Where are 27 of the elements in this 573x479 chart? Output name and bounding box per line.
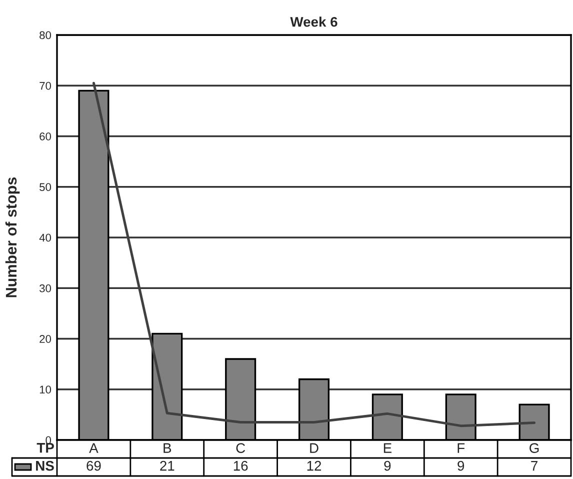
y-tick-label: 70 [40, 82, 52, 90]
x-tick-label: D [310, 443, 318, 453]
x-tick-label: A [89, 443, 98, 453]
data-label: 16 [234, 460, 248, 471]
y-tick-label: 10 [40, 386, 52, 394]
y-tick-label: 20 [40, 335, 52, 343]
y-tick-label: 80 [40, 31, 52, 40]
y-tick-label: 60 [40, 132, 52, 140]
data-label: 21 [160, 460, 174, 471]
chart-title: Week 6 [290, 16, 338, 27]
y-axis-title: Number of stops [5, 177, 20, 298]
x-tick-label: C [236, 443, 246, 453]
x-tick-label: F [458, 443, 465, 453]
data-label: 7 [531, 461, 538, 471]
line-series [92, 82, 536, 428]
x-tick-label: E [384, 443, 392, 453]
y-tick-label: 30 [40, 284, 52, 292]
y-tick-label: 50 [40, 183, 52, 192]
y-tick-label: 40 [39, 234, 52, 242]
data-label: 69 [86, 460, 101, 471]
x-tick-label: G [530, 443, 539, 453]
data-label: 12 [307, 460, 322, 471]
x-axis-title: TP [36, 443, 54, 453]
legend-label: NS [36, 460, 54, 471]
data-label: 9 [458, 460, 464, 471]
x-tick-label: B [164, 443, 172, 453]
data-label: 9 [384, 460, 391, 471]
